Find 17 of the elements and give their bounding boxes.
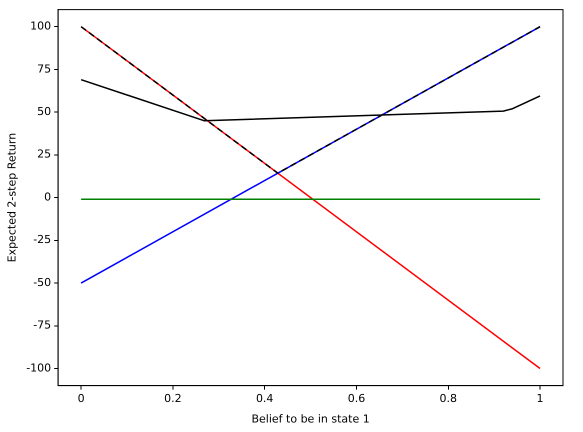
- x-tick-label: 0.6: [348, 392, 366, 406]
- y-tick-label: 0: [44, 190, 52, 204]
- y-tick-label: 25: [37, 148, 52, 161]
- y-axis-title: Expected 2-step Return: [5, 132, 18, 262]
- y-tick-label: 100: [30, 20, 52, 33]
- x-tick-label: 0.2: [164, 392, 182, 406]
- x-tick-label: 1: [536, 392, 544, 406]
- y-tick-label: -75: [33, 318, 52, 332]
- x-axis-title: Belief to be in state 1: [251, 412, 370, 426]
- y-tick-label: -100: [26, 361, 52, 374]
- y-tick-label: 75: [37, 62, 52, 76]
- x-tick-label: 0.4: [256, 392, 274, 406]
- y-tick-label: -25: [33, 233, 52, 246]
- y-tick-label: 50: [37, 105, 52, 118]
- y-tick-label: -50: [33, 276, 52, 289]
- x-tick-label: 0: [78, 392, 85, 406]
- x-tick-label: 0.8: [440, 392, 458, 406]
